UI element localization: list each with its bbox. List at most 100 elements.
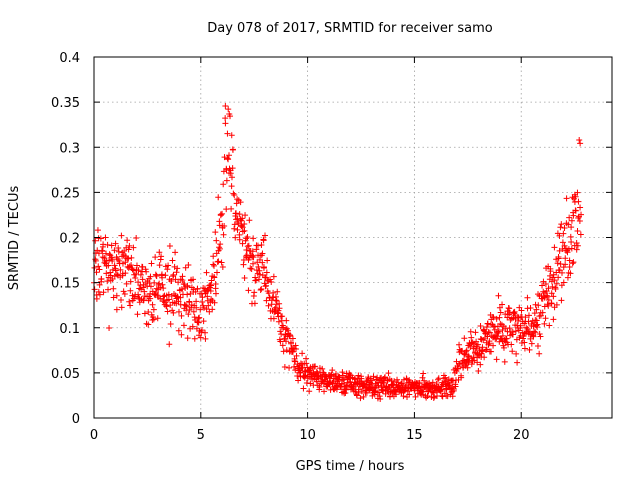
data-point: [215, 258, 222, 265]
y-tick-label: 0.3: [59, 141, 80, 156]
data-point: [106, 325, 113, 332]
data-point: [135, 267, 142, 274]
data-point: [570, 259, 577, 266]
data-point: [213, 269, 220, 276]
data-point: [115, 248, 122, 255]
data-point: [327, 386, 334, 393]
data-point: [533, 306, 540, 313]
data-point: [570, 212, 577, 219]
data-point: [577, 204, 584, 211]
data-point: [509, 348, 516, 355]
data-point: [541, 320, 548, 327]
data-point: [159, 274, 166, 281]
data-point: [357, 395, 364, 402]
y-tick-label: 0.1: [59, 322, 80, 337]
data-point: [141, 288, 148, 295]
data-point: [484, 320, 491, 327]
data-point: [490, 342, 497, 349]
data-point: [295, 377, 302, 384]
data-point: [263, 269, 270, 276]
data-point: [553, 301, 560, 308]
data-point: [452, 383, 459, 390]
data-point: [537, 333, 544, 340]
data-point: [183, 303, 190, 310]
data-point: [259, 259, 266, 266]
data-point: [276, 305, 283, 312]
data-point: [110, 285, 117, 292]
data-point: [193, 304, 200, 311]
data-point: [114, 271, 121, 278]
data-point: [551, 244, 558, 251]
data-point: [251, 289, 258, 296]
data-point: [565, 246, 572, 253]
data-point: [281, 364, 288, 371]
data-point: [467, 328, 474, 335]
x-tick-label: 15: [406, 428, 423, 443]
data-point: [387, 393, 394, 400]
data-point: [564, 249, 571, 256]
data-point: [152, 254, 159, 261]
data-point: [465, 352, 472, 359]
data-point: [490, 314, 497, 321]
data-point: [125, 255, 132, 262]
data-point: [210, 261, 217, 268]
data-point: [544, 293, 551, 300]
data-point: [421, 377, 428, 384]
data-point: [160, 285, 167, 292]
grid-lines: [94, 57, 612, 418]
data-point: [518, 307, 525, 314]
data-point: [164, 266, 171, 273]
data-point: [250, 235, 257, 242]
data-point: [177, 294, 184, 301]
data-point: [126, 242, 133, 249]
data-point: [186, 298, 193, 305]
data-point: [204, 293, 211, 300]
data-point: [222, 103, 229, 110]
data-point: [548, 300, 555, 307]
data-point: [241, 221, 248, 228]
data-point: [233, 210, 240, 217]
data-point: [463, 347, 470, 354]
data-point: [172, 276, 179, 283]
data-point: [156, 280, 163, 287]
data-point: [249, 248, 256, 255]
data-point: [221, 154, 228, 161]
data-point: [562, 255, 569, 262]
data-point: [552, 286, 559, 293]
data-point: [242, 212, 249, 219]
data-point: [547, 268, 554, 275]
data-point: [558, 297, 565, 304]
data-point: [198, 327, 205, 334]
data-point: [107, 272, 114, 279]
data-point: [156, 262, 163, 269]
data-point: [127, 278, 134, 285]
data-point: [263, 297, 270, 304]
data-point: [394, 376, 401, 383]
data-point: [125, 246, 132, 253]
data-point: [244, 243, 251, 250]
data-point: [370, 373, 377, 380]
data-point: [300, 385, 307, 392]
data-point: [199, 294, 206, 301]
data-point: [303, 355, 310, 362]
x-tick-label: 20: [513, 428, 530, 443]
data-point: [274, 310, 281, 317]
data-point: [545, 285, 552, 292]
data-point: [264, 257, 271, 264]
data-point: [103, 250, 110, 257]
data-point: [239, 240, 246, 247]
data-point: [572, 193, 579, 200]
data-point: [429, 389, 436, 396]
data-point: [248, 266, 255, 273]
data-point: [94, 227, 101, 234]
data-point: [522, 314, 529, 321]
data-point: [566, 263, 573, 270]
data-point: [228, 132, 235, 139]
data-point: [184, 335, 191, 342]
data-point: [573, 246, 580, 253]
data-point: [385, 370, 392, 377]
data-point: [573, 240, 580, 247]
data-point: [253, 277, 260, 284]
data-point: [171, 263, 178, 270]
data-point: [299, 350, 306, 357]
